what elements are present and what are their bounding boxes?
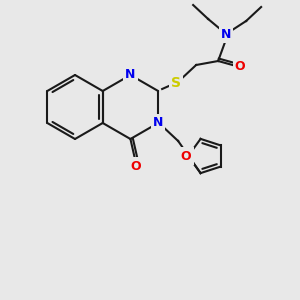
Text: N: N: [221, 28, 231, 40]
Text: S: S: [171, 76, 181, 90]
Text: O: O: [235, 59, 245, 73]
Text: O: O: [181, 149, 191, 163]
Text: N: N: [125, 68, 136, 82]
Text: N: N: [153, 116, 163, 130]
Text: O: O: [130, 160, 141, 172]
